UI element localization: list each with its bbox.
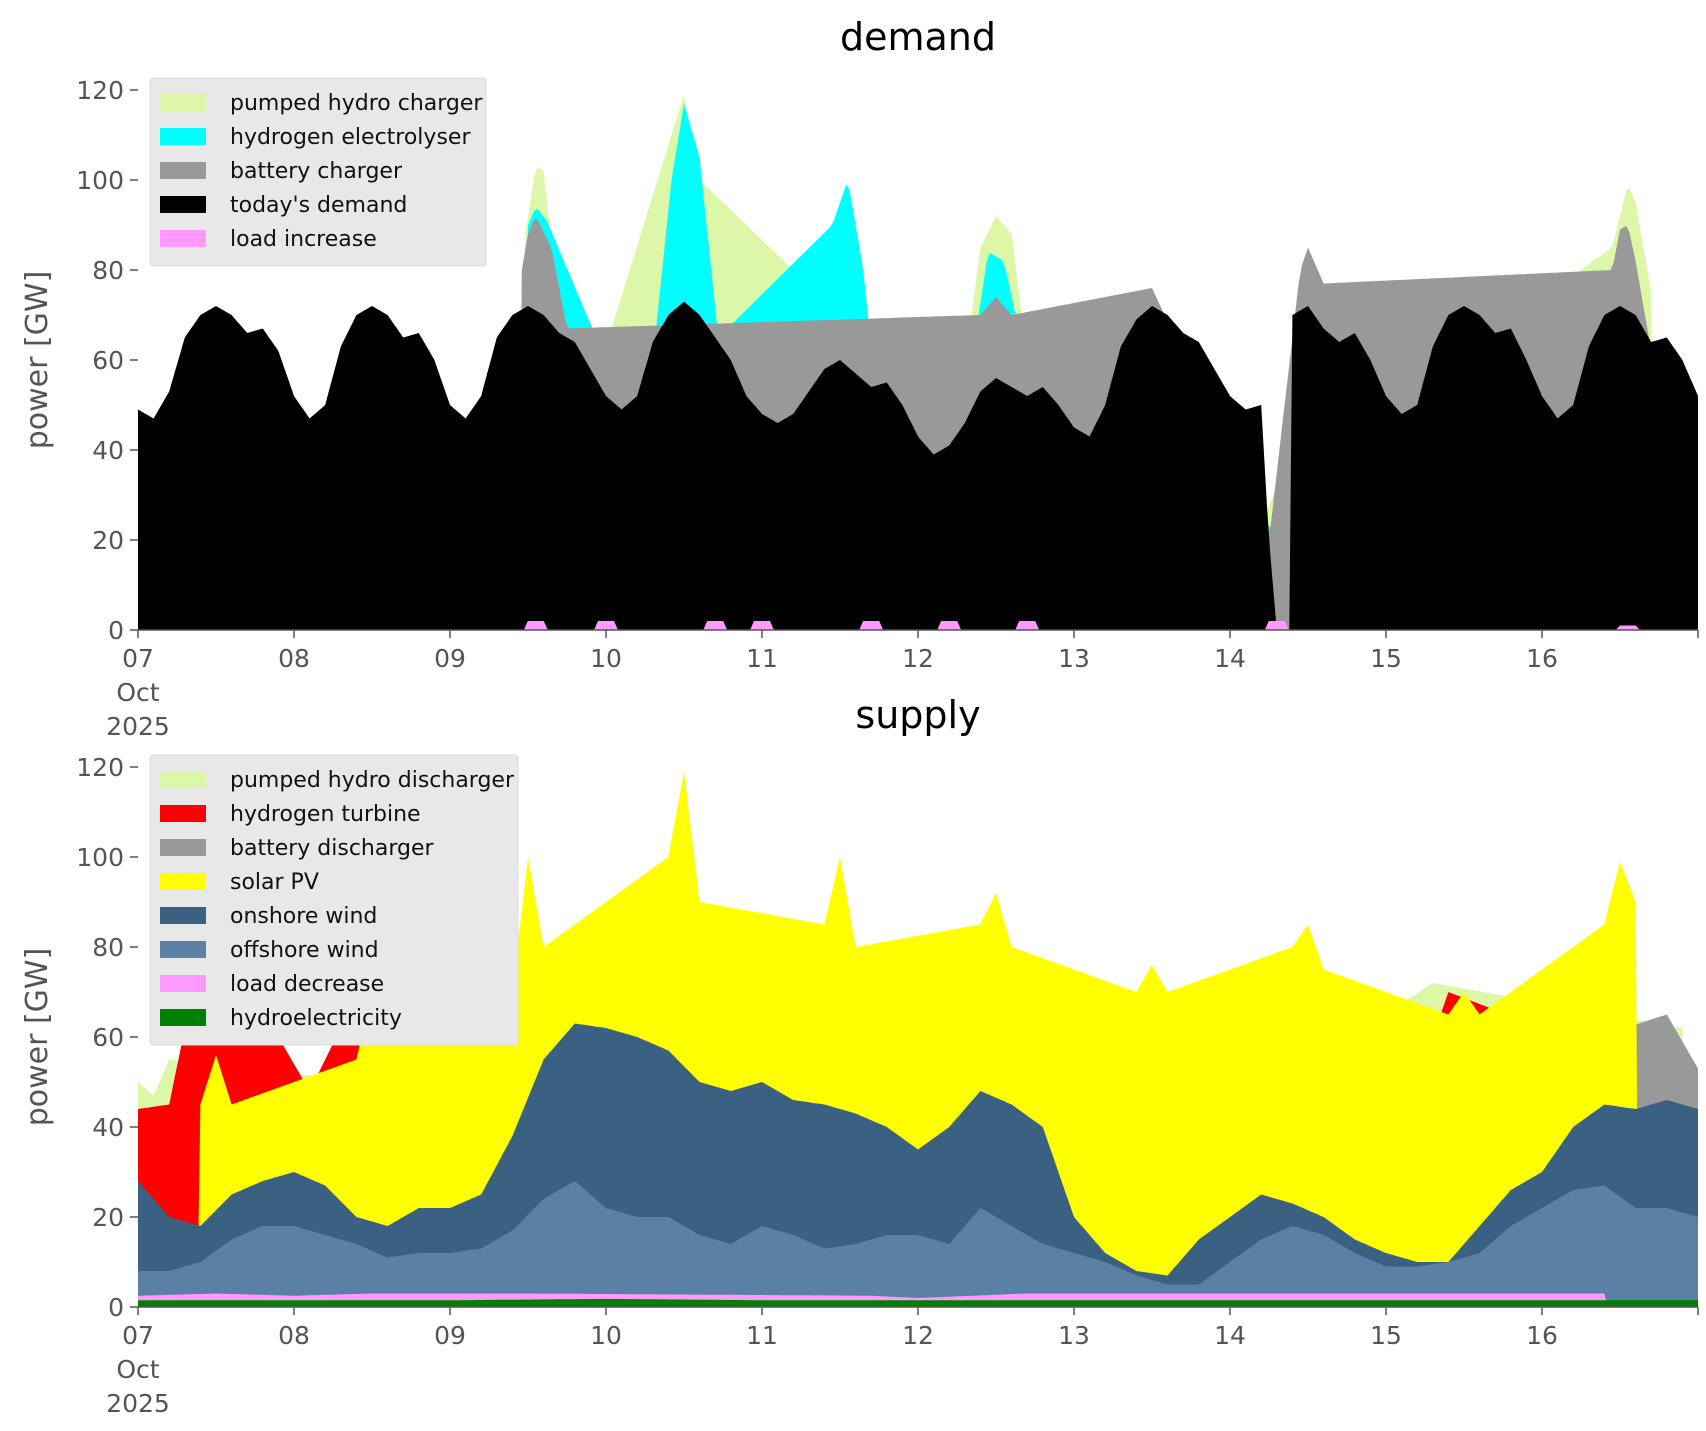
- supply-legend-label-hydrogen-turbine: hydrogen turbine: [230, 802, 421, 827]
- demand-x-tick-label: 08: [278, 644, 310, 673]
- supply-y-tick-label: 100: [76, 843, 124, 872]
- demand-legend: pumped hydro charger hydrogen electrolyse…: [149, 77, 487, 267]
- demand-y-tick-label: 40: [92, 436, 124, 465]
- supply-y-tick-label: 20: [92, 1203, 124, 1232]
- demand-x-tick-label: 11: [746, 644, 778, 673]
- supply-y-tick-label: 0: [108, 1293, 124, 1322]
- supply-x-tick-label: 08: [278, 1321, 310, 1350]
- supply-x-tick-label: 15: [1370, 1321, 1402, 1350]
- demand-x-tick-label: Oct: [116, 678, 159, 707]
- demand-y-axis-label: power [GW]: [20, 271, 55, 450]
- supply-legend-swatch-load-decrease: [160, 975, 206, 992]
- demand-x-tick-label: 07: [122, 644, 154, 673]
- supply-x-tick-label: 14: [1214, 1321, 1246, 1350]
- demand-legend-box: [149, 77, 487, 267]
- supply-x-tick-label: 13: [1058, 1321, 1090, 1350]
- supply-x-tick-label: Oct: [116, 1355, 159, 1384]
- supply-y-tick-label: 60: [92, 1023, 124, 1052]
- supply-legend-label-pumped-hydro-discharger: pumped hydro discharger: [230, 768, 515, 793]
- supply-legend-box: [149, 754, 519, 1046]
- supply-legend-swatch-solar-pv: [160, 873, 206, 890]
- supply-x-ticks: 07 Oct 2025 08 09 10 11 12 13 14 15 16: [106, 1307, 1699, 1418]
- supply-legend-swatch-hydroelectricity: [160, 1009, 206, 1026]
- supply-x-tick-label: 09: [434, 1321, 466, 1350]
- demand-y-tick-label: 20: [92, 526, 124, 555]
- demand-legend-label-battery-charger: battery charger: [230, 159, 403, 184]
- supply-x-tick-label: 16: [1526, 1321, 1558, 1350]
- demand-legend-swatch-hydrogen-electrolyser: [160, 128, 206, 145]
- demand-y-tick-label: 0: [108, 616, 124, 645]
- demand-x-tick-label: 12: [902, 644, 934, 673]
- demand-x-tick-label: 16: [1526, 644, 1558, 673]
- supply-area-hydroelectricity: [138, 1298, 1698, 1307]
- demand-x-tick-label: 10: [590, 644, 622, 673]
- supply-plot-area: [138, 771, 1698, 1307]
- demand-legend-swatch-pumped-hydro-charger: [160, 94, 206, 111]
- demand-x-tick-label: 09: [434, 644, 466, 673]
- supply-y-tick-label: 80: [92, 933, 124, 962]
- demand-y-tick-label: 120: [76, 76, 124, 105]
- supply-x-tick-label: 2025: [106, 1389, 170, 1418]
- demand-x-tick-label: 13: [1058, 644, 1090, 673]
- demand-y-tick-label: 100: [76, 166, 124, 195]
- demand-legend-label-pumped-hydro-charger: pumped hydro charger: [230, 91, 483, 116]
- demand-legend-label-today-s-demand: today's demand: [230, 193, 407, 218]
- supply-legend-swatch-battery-discharger: [160, 839, 206, 856]
- demand-plot-area: [138, 94, 1698, 630]
- supply-legend-label-hydroelectricity: hydroelectricity: [230, 1006, 402, 1031]
- supply-legend-swatch-pumped-hydro-discharger: [160, 771, 206, 788]
- supply-legend-label-onshore-wind: onshore wind: [230, 904, 377, 929]
- supply-y-tick-label: 120: [76, 753, 124, 782]
- supply-x-tick-label: 07: [122, 1321, 154, 1350]
- demand-legend-swatch-load-increase: [160, 230, 206, 247]
- supply-y-tick-label: 40: [92, 1113, 124, 1142]
- demand-legend-swatch-today-s-demand: [160, 196, 206, 213]
- supply-legend-label-solar-pv: solar PV: [230, 870, 319, 895]
- supply-x-tick-label: 10: [590, 1321, 622, 1350]
- demand-panel: demand 0 20 40 60 80 100 120 07 Oct 2025 08 09 10 11…: [20, 15, 1699, 741]
- demand-y-ticks: 0 20 40 60 80 100 120: [76, 76, 138, 645]
- supply-x-tick-label: 11: [746, 1321, 778, 1350]
- demand-y-tick-label: 80: [92, 256, 124, 285]
- demand-area-today-s-demand: [138, 301, 1698, 630]
- supply-y-ticks: 0 20 40 60 80 100 120: [76, 753, 138, 1322]
- demand-legend-label-load-increase: load increase: [230, 227, 377, 252]
- supply-x-tick-label: 12: [902, 1321, 934, 1350]
- supply-legend-swatch-onshore-wind: [160, 907, 206, 924]
- supply-legend-label-load-decrease: load decrease: [230, 972, 384, 997]
- demand-x-tick-label: 2025: [106, 712, 170, 741]
- demand-legend-label-hydrogen-electrolyser: hydrogen electrolyser: [230, 125, 471, 150]
- demand-chart-title: demand: [840, 15, 996, 59]
- demand-x-tick-label: 14: [1214, 644, 1246, 673]
- supply-panel: supply 0 20 40 60 80 100 120 07 Oct 2025 08 09 10 11…: [20, 693, 1699, 1418]
- supply-legend-label-battery-discharger: battery discharger: [230, 836, 435, 861]
- supply-legend-swatch-hydrogen-turbine: [160, 805, 206, 822]
- supply-y-axis-label: power [GW]: [20, 948, 55, 1127]
- supply-legend-swatch-offshore-wind: [160, 941, 206, 958]
- demand-legend-swatch-battery-charger: [160, 162, 206, 179]
- demand-x-ticks: 07 Oct 2025 08 09 10 11 12 13 14 15 16: [106, 630, 1699, 741]
- supply-legend-label-offshore-wind: offshore wind: [230, 938, 379, 963]
- supply-legend: pumped hydro discharger hydrogen turbine b…: [149, 754, 519, 1046]
- demand-x-tick-label: 15: [1370, 644, 1402, 673]
- supply-area-offshore-wind: [138, 1181, 1698, 1307]
- demand-y-tick-label: 60: [92, 346, 124, 375]
- supply-chart-title: supply: [855, 693, 980, 737]
